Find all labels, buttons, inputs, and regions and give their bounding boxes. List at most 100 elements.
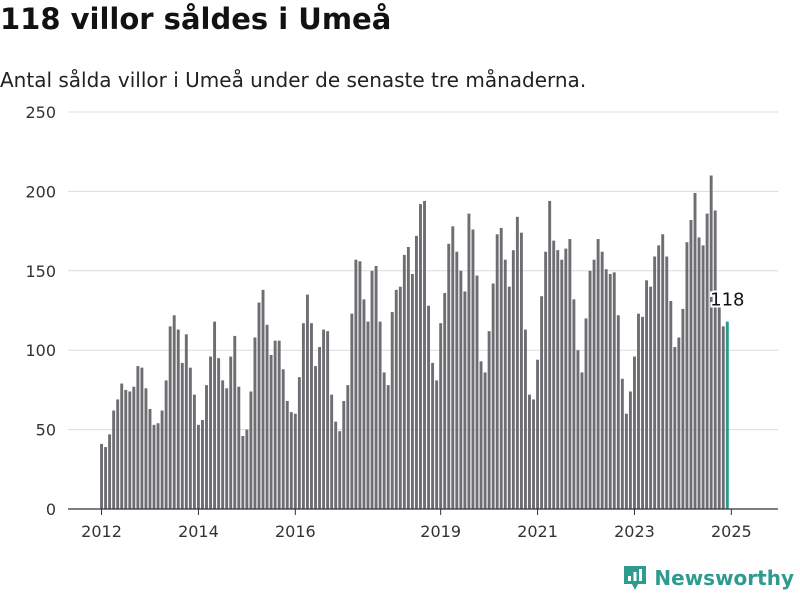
bar [168, 326, 172, 509]
bar [188, 367, 192, 509]
bar [653, 256, 657, 509]
bar [269, 354, 273, 509]
bar [305, 294, 309, 509]
bar [633, 356, 636, 509]
bar [205, 385, 208, 509]
bar [483, 372, 487, 509]
bar [261, 289, 265, 509]
bar [326, 331, 330, 509]
bar [528, 394, 531, 509]
bar [600, 251, 604, 509]
bar [580, 372, 584, 509]
bar [459, 270, 463, 509]
bar [495, 234, 499, 509]
bar [390, 312, 394, 509]
bar [463, 291, 467, 509]
bar [398, 286, 402, 509]
bar [693, 192, 697, 509]
bar [108, 434, 112, 509]
latest-value-label: 118 [710, 290, 744, 311]
bar [673, 347, 677, 509]
bar [229, 356, 233, 509]
bar [584, 318, 588, 509]
bar [334, 421, 338, 509]
bar [475, 275, 479, 509]
x-tick-label: 2025 [711, 522, 752, 541]
bar [176, 329, 180, 509]
bar [241, 435, 245, 509]
bar [669, 300, 673, 509]
bar [431, 362, 435, 509]
bar [289, 412, 293, 509]
bar [402, 254, 406, 509]
bars [100, 175, 729, 510]
bar [604, 269, 608, 509]
x-tick-label: 2021 [517, 522, 558, 541]
newsworthy-logo[interactable]: Newsworthy [622, 564, 794, 592]
newsworthy-logo-icon [624, 566, 647, 590]
bar [572, 299, 576, 509]
bar [588, 270, 592, 509]
bar [487, 331, 491, 509]
bar [374, 266, 378, 509]
bar [532, 399, 535, 509]
bar [249, 391, 253, 509]
logo-text: Newsworthy [654, 566, 794, 590]
bar [281, 369, 285, 509]
bar [301, 323, 305, 509]
bar [164, 380, 168, 509]
bar [612, 272, 616, 509]
bar [548, 200, 552, 510]
bar [511, 250, 515, 509]
bar [342, 401, 346, 509]
bar [471, 229, 475, 509]
bar [701, 245, 705, 509]
bar [253, 337, 257, 509]
bar [245, 429, 249, 509]
bar [467, 213, 471, 509]
bar [406, 246, 410, 510]
bar [523, 329, 527, 509]
bar [717, 307, 721, 509]
bar [499, 227, 503, 509]
bar [568, 239, 572, 510]
bar [503, 259, 507, 509]
bar [196, 424, 200, 509]
bar [382, 372, 386, 509]
bar [628, 391, 632, 509]
bar [152, 424, 156, 509]
bar [116, 399, 120, 509]
bar [624, 413, 628, 509]
bar [277, 340, 281, 509]
x-tick-label: 2019 [420, 522, 461, 541]
bar [112, 410, 116, 509]
bar [616, 315, 620, 509]
bar [148, 408, 152, 509]
bar [354, 259, 358, 509]
bar [297, 377, 301, 509]
bar [721, 326, 725, 509]
bar [293, 413, 297, 509]
bar [172, 315, 176, 509]
bar [221, 380, 225, 509]
bar [544, 251, 548, 509]
bar [536, 359, 540, 509]
bar [257, 302, 261, 509]
bar [665, 256, 669, 509]
bar [156, 423, 160, 509]
bar [552, 240, 556, 510]
bar [386, 385, 390, 509]
bar [338, 431, 342, 509]
bar [697, 237, 701, 509]
bar [427, 305, 431, 509]
bar [705, 213, 709, 509]
bar [649, 286, 653, 509]
bar [184, 334, 188, 509]
page-subtitle: Antal sålda villor i Umeå under de senas… [0, 68, 587, 92]
bar [439, 323, 443, 509]
bar [378, 321, 382, 509]
bar [637, 313, 640, 509]
y-tick-label: 150 [25, 262, 56, 281]
x-tick-label: 2016 [275, 522, 316, 541]
